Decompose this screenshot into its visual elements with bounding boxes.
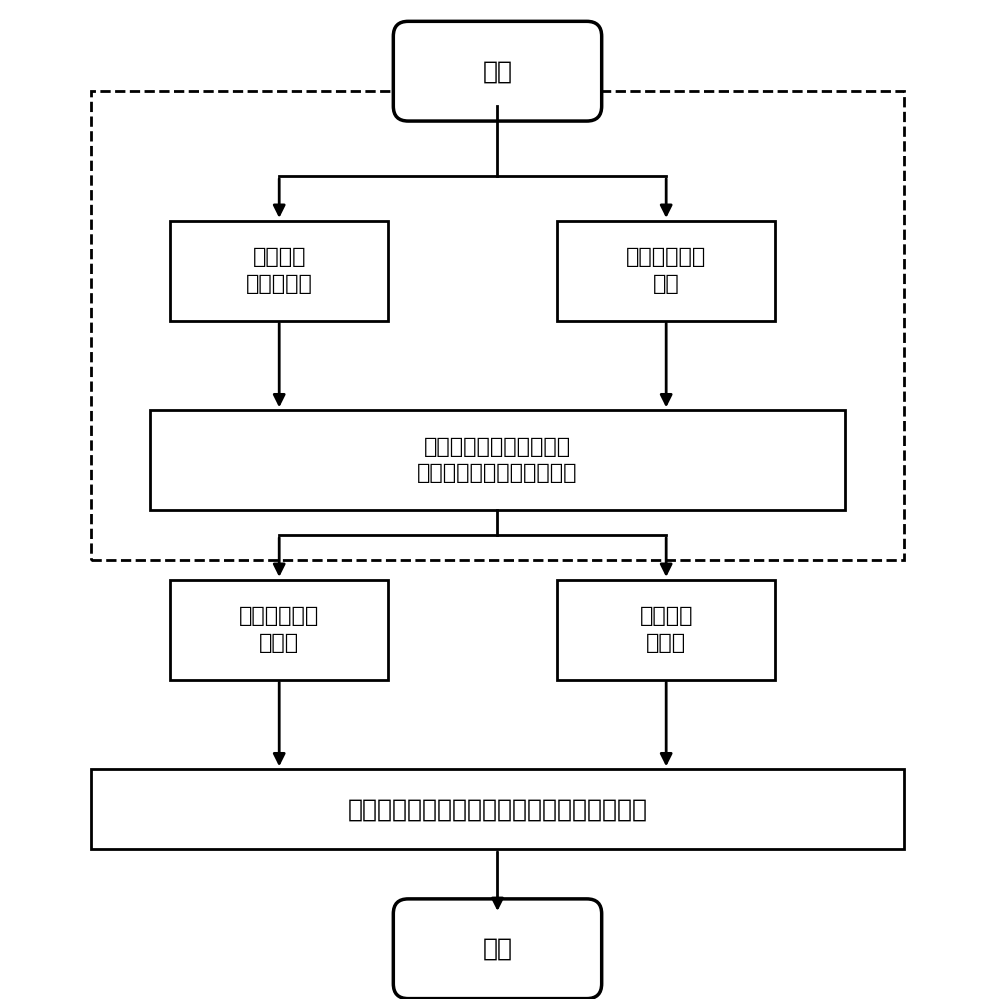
Bar xyxy=(557,221,774,321)
Bar xyxy=(557,580,774,680)
Bar xyxy=(150,410,844,510)
Bar xyxy=(170,580,388,680)
Bar xyxy=(170,221,388,321)
Bar xyxy=(90,91,904,560)
Text: 设计摩擦干扰
观测器: 设计摩擦干扰 观测器 xyxy=(239,606,319,653)
Text: 设计标称
控制器: 设计标称 控制器 xyxy=(639,606,692,653)
Text: 开始: 开始 xyxy=(482,59,512,83)
Bar xyxy=(90,769,904,849)
FancyBboxPatch shape xyxy=(393,899,601,999)
FancyBboxPatch shape xyxy=(393,21,601,121)
Text: 多源干扰下航天器复合分层抗干扰姿态控制器: 多源干扰下航天器复合分层抗干扰姿态控制器 xyxy=(347,797,647,821)
Text: 包含反作用轮摩擦特性的
航天器耦合动力学系统模型: 包含反作用轮摩擦特性的 航天器耦合动力学系统模型 xyxy=(416,437,578,483)
Text: 反作用轮
动力学模型: 反作用轮 动力学模型 xyxy=(246,247,312,294)
Text: 航天器动力学
模型: 航天器动力学 模型 xyxy=(625,247,706,294)
Text: 结束: 结束 xyxy=(482,937,512,961)
